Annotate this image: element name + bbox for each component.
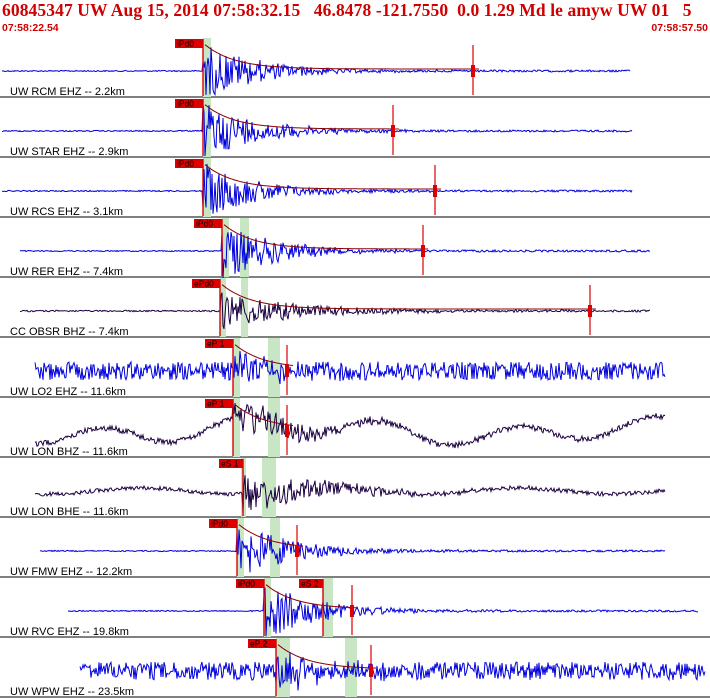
station-label: UW FMW EHZ -- 12.2km bbox=[10, 566, 132, 578]
coda-fit-curve bbox=[234, 344, 294, 366]
p-pick-label: eP 1 bbox=[207, 399, 225, 409]
p-pick-label: ePd0 bbox=[194, 279, 214, 289]
coda-end-box bbox=[421, 245, 425, 257]
p-pick-box[interactable] bbox=[205, 399, 233, 408]
trace-panel: iPd0 eS 2 UW RVC EHZ -- 19.8km bbox=[0, 578, 710, 638]
waveform-trace bbox=[1, 103, 633, 157]
p-pick-box[interactable] bbox=[205, 339, 233, 348]
time-window-shade bbox=[270, 518, 280, 577]
station-label: UW LON BHZ -- 11.6km bbox=[10, 446, 128, 458]
s-pick-box[interactable] bbox=[219, 459, 243, 468]
waveform-trace bbox=[40, 529, 666, 573]
time-window-shade bbox=[220, 278, 226, 337]
time-window-shade bbox=[264, 578, 271, 637]
station-label: UW LO2 EHZ -- 11.6km bbox=[10, 386, 126, 398]
coda-end-box bbox=[588, 305, 592, 317]
trace-panel: iPd0 UW RCM EHZ -- 2.2km bbox=[0, 38, 710, 98]
time-window-shade bbox=[323, 578, 333, 637]
station-label: UW RCS EHZ -- 3.1km bbox=[10, 206, 123, 218]
trace-panel: iPd0 UW RCS EHZ -- 3.1km bbox=[0, 158, 710, 218]
station-label: UW LON BHE -- 11.6km bbox=[10, 506, 128, 518]
time-window-shade bbox=[203, 158, 211, 217]
coda-fit-curve bbox=[204, 164, 441, 190]
coda-fit-curve bbox=[234, 404, 294, 426]
coda-fit-curve bbox=[221, 284, 596, 310]
coda-fit-curve bbox=[223, 224, 428, 250]
seismogram-panel: iPd0 UW RCM EHZ -- 2.2km iPd0 UW STAR EHZ -… bbox=[0, 38, 710, 698]
trace-panel: eP 2 UW WPW EHZ -- 23.5km bbox=[0, 638, 710, 698]
station-label: CC OBSR BHZ -- 7.4km bbox=[10, 326, 129, 338]
coda-end-box bbox=[391, 125, 395, 137]
time-window-shade bbox=[222, 218, 229, 277]
waveform-trace bbox=[19, 292, 650, 330]
waveform-trace bbox=[34, 402, 666, 449]
p-pick-box[interactable] bbox=[175, 39, 203, 48]
time-window-shade bbox=[241, 278, 248, 337]
waveform-trace bbox=[67, 587, 699, 637]
p-pick-label: iPd0 bbox=[196, 219, 213, 229]
coda-end-box bbox=[433, 185, 437, 197]
coda-end-box bbox=[350, 605, 354, 617]
p-pick-label: eP 2 bbox=[250, 639, 268, 649]
event-title: 60845347 UW Aug 15, 2014 07:58:32.15 46.… bbox=[2, 0, 692, 20]
s-pick-label: eS 2 bbox=[301, 579, 319, 589]
station-label: UW STAR EHZ -- 2.9km bbox=[10, 146, 128, 158]
waveform-trace bbox=[1, 47, 631, 97]
p-pick-box[interactable] bbox=[194, 219, 222, 228]
trace-panel: iPd0 UW RER EHZ -- 7.4km bbox=[0, 218, 710, 279]
s-pick-label: eS 1 bbox=[221, 459, 239, 469]
waveform-trace bbox=[79, 651, 706, 691]
coda-end-box bbox=[285, 365, 289, 377]
p-pick-box[interactable] bbox=[209, 519, 237, 528]
time-window-shade bbox=[233, 398, 240, 457]
p-pick-label: iPd0 bbox=[177, 159, 194, 169]
time-window-shade bbox=[268, 338, 280, 397]
station-label: UW RER EHZ -- 7.4km bbox=[10, 266, 123, 278]
coda-fit-curve bbox=[277, 644, 377, 669]
trace-panel: eP 1 UW LON BHZ -- 11.6km bbox=[0, 398, 710, 458]
coda-end-box bbox=[471, 65, 475, 77]
p-pick-box[interactable] bbox=[192, 279, 220, 288]
waveform-trace bbox=[20, 231, 651, 279]
coda-fit-curve bbox=[238, 524, 304, 547]
p-pick-box[interactable] bbox=[175, 159, 203, 168]
time-window-shade bbox=[262, 458, 276, 517]
p-pick-label: iPd0 bbox=[177, 99, 194, 109]
p-pick-box[interactable] bbox=[248, 639, 276, 648]
p-pick-label: eP 1 bbox=[207, 339, 225, 349]
coda-end-box bbox=[285, 425, 289, 437]
p-pick-label: iPd0 bbox=[211, 519, 228, 529]
coda-fit-curve bbox=[265, 584, 359, 609]
trace-panel: ePd0 CC OBSR BHZ -- 7.4km bbox=[0, 278, 710, 338]
time-window-shade bbox=[345, 638, 357, 697]
coda-end-box bbox=[369, 665, 373, 677]
s-pick-box[interactable] bbox=[299, 579, 323, 588]
station-label: UW WPW EHZ -- 23.5km bbox=[10, 686, 134, 698]
coda-fit-curve bbox=[204, 44, 479, 70]
trace-panel: eS 1 UW LON BHE -- 11.6km bbox=[0, 458, 710, 518]
coda-end-box bbox=[295, 545, 299, 557]
window-start-time: 07:58:22.54 bbox=[2, 22, 59, 34]
trace-panel: iPd0 UW STAR EHZ -- 2.9km bbox=[0, 98, 710, 158]
waveform-trace bbox=[34, 351, 666, 385]
trace-panel: eP 1 UW LO2 EHZ -- 11.6km bbox=[0, 338, 710, 398]
coda-fit-curve bbox=[204, 104, 399, 130]
event-header: 60845347 UW Aug 15, 2014 07:58:32.15 46.… bbox=[0, 0, 710, 37]
p-pick-box[interactable] bbox=[175, 99, 203, 108]
p-pick-box[interactable] bbox=[236, 579, 264, 588]
waveform-trace bbox=[34, 475, 666, 513]
station-label: UW RVC EHZ -- 19.8km bbox=[10, 626, 129, 638]
station-label: UW RCM EHZ -- 2.2km bbox=[10, 86, 125, 98]
window-end-time: 07:58:57.50 bbox=[651, 22, 708, 34]
p-pick-label: iPd0 bbox=[177, 39, 194, 49]
trace-panel: iPd0 UW FMW EHZ -- 12.2km bbox=[0, 518, 710, 578]
p-pick-label: iPd0 bbox=[238, 579, 255, 589]
